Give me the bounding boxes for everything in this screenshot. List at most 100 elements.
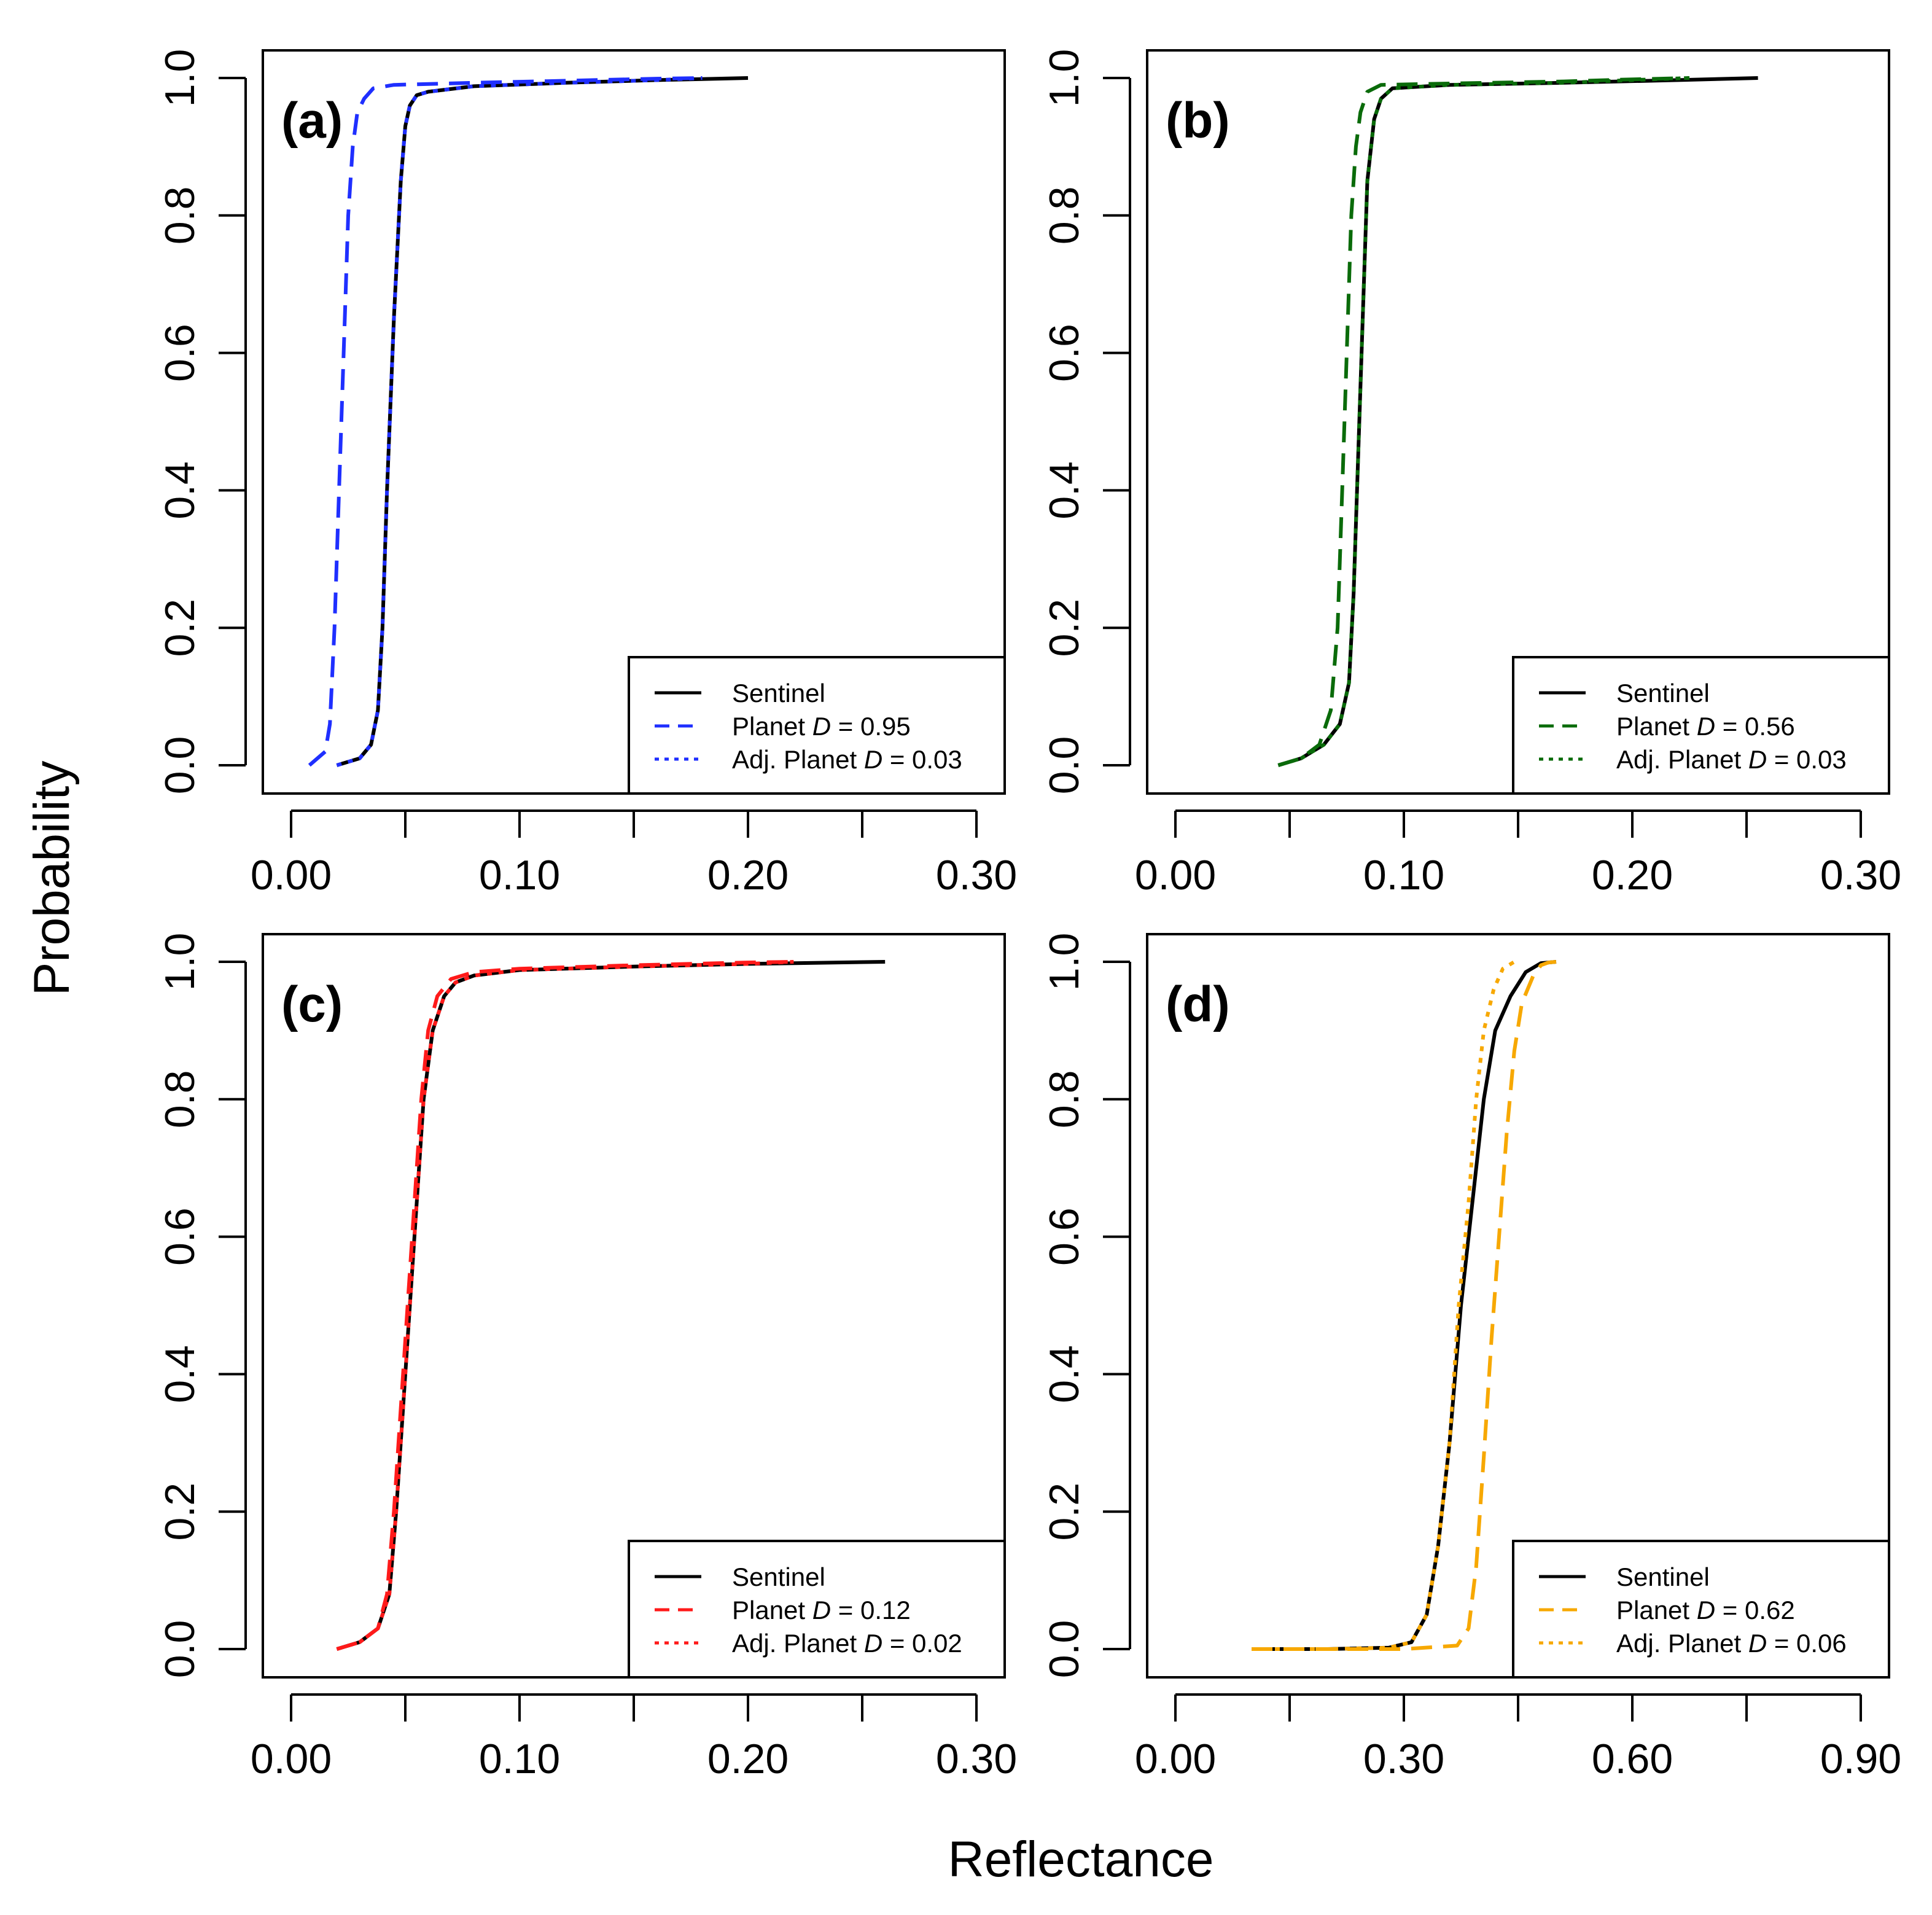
y-tick-label: 0.4 [157,1345,203,1403]
legend-series-name: Sentinel [732,679,825,708]
legend-entry-text: Planet D = 0.56 [1616,712,1795,741]
y-tick-label: 0.0 [157,736,203,795]
x-tick-label: 0.20 [1592,852,1673,899]
legend-series-name: Sentinel [1616,1562,1710,1591]
panel-d: 0.00 0.30 0.60 0.90 0.0 0.2 0.4 0.6 0.8 1.0 (d) Sen… [1041,933,1901,1782]
x-tick-label: 0.10 [479,1736,560,1782]
legend: Sentinel Planet D = 0.62 Adj. Planet D = 0… [1512,1540,1890,1679]
panel-b: 0.00 0.10 0.20 0.30 0.0 0.2 0.4 0.6 0.8 1.0 (b) Sen… [1041,49,1901,899]
y-tick-label: 1.0 [1041,933,1088,991]
legend-series-name: Adj. Planet [1616,745,1748,774]
legend-series-name: Adj. Planet [1616,1629,1748,1658]
panel-c: 0.00 0.10 0.20 0.30 0.0 0.2 0.4 0.6 0.8 1.0 (c) Sen… [157,933,1017,1782]
legend-series-name: Planet [1616,1596,1697,1624]
series-line-adj-planet [1252,960,1516,1651]
legend: Sentinel Planet D = 0.95 Adj. Planet D = 0… [628,656,1006,795]
x-tick-label: 0.30 [1363,1736,1444,1782]
y-tick-label: 0.6 [157,324,203,382]
y-tick-label: 0.2 [1041,599,1088,657]
series-line-planet [1277,76,1690,767]
x-tick-label: 0.00 [251,852,332,899]
panel-a: 0.00 0.10 0.20 0.30 0.0 0.2 0.4 0.6 0.8 1.0 (a) Sen… [157,49,1017,899]
y-tick-label: 0.8 [1041,187,1088,245]
y-tick-label: 0.6 [1041,1207,1088,1266]
x-tick-label: 0.90 [1820,1736,1901,1782]
x-tick-label: 0.30 [936,852,1017,899]
y-tick-label: 0.2 [1041,1483,1088,1541]
x-tick-label: 0.10 [1363,852,1444,899]
legend-d-symbol: D [1748,1629,1767,1658]
legend-d-value: = 0.02 [882,1629,962,1658]
legend-entry-text: Adj. Planet D = 0.03 [1616,745,1847,774]
y-tick-label: 0.4 [1041,1345,1088,1403]
y-tick-label: 0.6 [1041,324,1088,382]
y-tick-label: 1.0 [157,933,203,991]
legend-d-value: = 0.03 [882,745,962,774]
legend-d-symbol: D [1697,1596,1715,1624]
x-tick-label: 0.00 [251,1736,332,1782]
legend-entry-text: Planet D = 0.95 [732,712,911,741]
series-line-sentinel [1252,960,1557,1651]
legend-d-symbol: D [1748,745,1767,774]
series-line-adj-planet [1277,76,1690,767]
series-line-planet [308,76,703,767]
panel-label: (a) [281,93,343,149]
y-axis-title: Probability [24,761,80,996]
y-tick-label: 1.0 [1041,49,1088,107]
legend-series-name: Sentinel [1616,679,1710,708]
legend-d-symbol: D [812,712,831,741]
legend-d-symbol: D [1697,712,1715,741]
legend-d-symbol: D [864,1629,882,1658]
legend-entry-text: Sentinel [732,1562,825,1591]
legend-entry-text: Sentinel [1616,1562,1710,1591]
y-tick-label: 0.4 [1041,461,1088,520]
legend-entry-text: Adj. Planet D = 0.06 [1616,1629,1847,1658]
legend-entry-text: Planet D = 0.62 [1616,1596,1795,1624]
legend-series-name: Planet [732,1596,812,1624]
x-tick-label: 0.20 [707,852,789,899]
legend-d-value: = 0.95 [831,712,911,741]
legend-series-name: Adj. Planet [732,745,864,774]
y-tick-label: 0.0 [1041,736,1088,795]
x-tick-label: 0.30 [936,1736,1017,1782]
panel-label: (d) [1166,977,1230,1032]
panels: 0.00 0.10 0.20 0.30 0.0 0.2 0.4 0.6 0.8 1.0 (a) Sen… [157,49,1901,1782]
x-tick-label: 0.60 [1592,1736,1673,1782]
y-tick-label: 0.8 [157,1071,203,1129]
legend: Sentinel Planet D = 0.56 Adj. Planet D = 0… [1512,656,1890,795]
legend-series-name: Sentinel [732,1562,825,1591]
y-tick-label: 0.8 [1041,1071,1088,1129]
y-tick-label: 0.6 [157,1207,203,1266]
x-tick-label: 0.00 [1135,852,1216,899]
legend-entry-text: Adj. Planet D = 0.02 [732,1629,962,1658]
y-tick-label: 1.0 [157,49,203,107]
legend-entry-text: Sentinel [1616,679,1710,708]
series-line-planet [1252,960,1557,1651]
y-tick-label: 0.0 [1041,1620,1088,1679]
legend-entry-text: Sentinel [732,679,825,708]
y-tick-label: 0.8 [157,187,203,245]
series-line-adj-planet [336,960,794,1651]
panel-label: (c) [281,977,343,1032]
legend-series-name: Adj. Planet [732,1629,864,1658]
x-tick-label: 0.10 [479,852,560,899]
legend-d-symbol: D [812,1596,831,1624]
legend-series-name: Planet [1616,712,1697,741]
legend: Sentinel Planet D = 0.12 Adj. Planet D = 0… [628,1540,1006,1679]
legend-d-value: = 0.03 [1767,745,1847,774]
legend-d-value: = 0.06 [1767,1629,1847,1658]
legend-d-value: = 0.12 [831,1596,911,1624]
x-tick-label: 0.00 [1135,1736,1216,1782]
legend-d-value: = 0.56 [1715,712,1795,741]
y-tick-label: 0.2 [157,599,203,657]
x-axis-title: Reflectance [948,1831,1213,1887]
legend-entry-text: Adj. Planet D = 0.03 [732,745,962,774]
legend-d-value: = 0.62 [1715,1596,1795,1624]
legend-series-name: Planet [732,712,812,741]
y-tick-label: 0.4 [157,461,203,520]
panel-label: (b) [1166,93,1230,149]
x-tick-label: 0.20 [707,1736,789,1782]
x-tick-label: 0.30 [1820,852,1901,899]
legend-entry-text: Planet D = 0.12 [732,1596,911,1624]
